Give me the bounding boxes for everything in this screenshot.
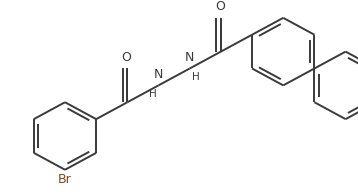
Text: N: N [185,51,194,64]
Text: Br: Br [58,173,72,187]
Text: O: O [215,0,225,13]
Text: O: O [121,51,131,64]
Text: H: H [192,72,199,82]
Text: H: H [149,89,156,99]
Text: N: N [154,68,163,81]
